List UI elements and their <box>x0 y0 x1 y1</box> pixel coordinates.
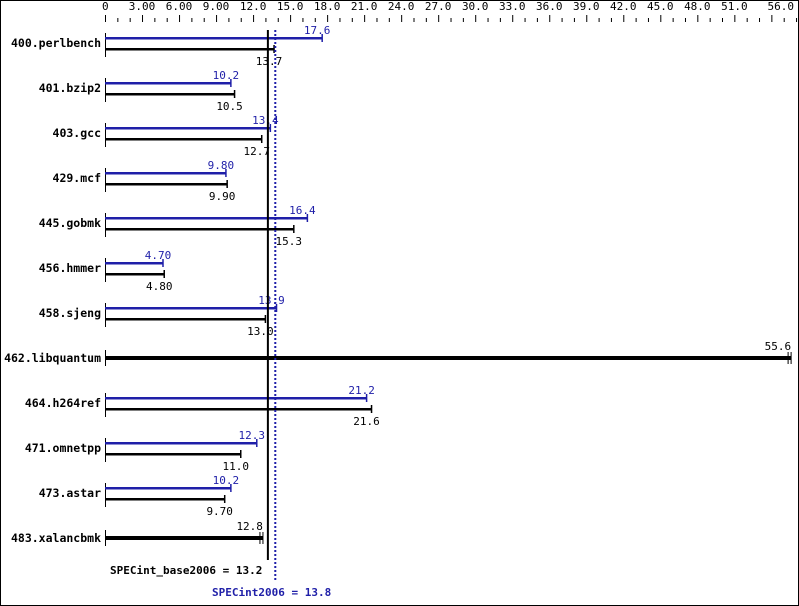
tick-label: 56.0 <box>768 0 795 13</box>
bar-peak <box>105 442 257 445</box>
category-label: 464.h264ref <box>25 396 101 410</box>
tick-label: 42.0 <box>610 0 637 13</box>
bar-base <box>105 318 266 321</box>
bar-base <box>105 93 235 96</box>
value-label: 4.70 <box>145 249 172 262</box>
category-label: 483.xalancbmk <box>11 531 101 545</box>
category-label: 429.mcf <box>53 171 102 185</box>
value-label: 13.9 <box>258 294 285 307</box>
peak-reference-label: SPECint2006 = 13.8 <box>212 586 331 599</box>
value-label: 11.0 <box>222 460 249 473</box>
bar-base <box>105 138 262 141</box>
bar-base <box>105 228 294 231</box>
bar-base <box>105 498 225 501</box>
category-label: 458.sjeng <box>39 306 101 320</box>
value-label: 9.80 <box>208 159 235 172</box>
value-label: 17.6 <box>304 24 331 37</box>
tick-label: 6.00 <box>166 0 193 13</box>
value-label: 10.2 <box>213 474 240 487</box>
bar-peak <box>105 262 163 265</box>
bar-peak <box>105 487 231 490</box>
value-label: 12.3 <box>239 429 266 442</box>
value-label: 16.4 <box>289 204 316 217</box>
bar-peak <box>105 172 226 175</box>
value-label: 13.7 <box>256 55 283 68</box>
bar-peak <box>105 217 308 220</box>
category-label: 401.bzip2 <box>39 81 101 95</box>
tick-label: 36.0 <box>536 0 563 13</box>
value-label: 13.0 <box>247 325 274 338</box>
value-label: 9.70 <box>206 505 233 518</box>
category-label: 456.hmmer <box>39 261 101 275</box>
tick-label: 39.0 <box>573 0 600 13</box>
value-label: 55.6 <box>765 340 792 353</box>
tick-label: 0 <box>102 0 109 13</box>
tick-label: 3.00 <box>129 0 156 13</box>
category-label: 400.perlbench <box>11 36 101 50</box>
tick-label: 9.00 <box>203 0 230 13</box>
tick-label: 51.0 <box>721 0 748 13</box>
value-label: 21.2 <box>348 384 375 397</box>
tick-label: 15.0 <box>277 0 304 13</box>
tick-label: 48.0 <box>684 0 711 13</box>
value-label: 4.80 <box>146 280 173 293</box>
bar-peak <box>105 307 277 310</box>
category-label: 403.gcc <box>53 126 101 140</box>
category-label: 473.astar <box>39 486 101 500</box>
tick-label: 18.0 <box>314 0 341 13</box>
bar-base <box>105 408 372 411</box>
value-label: 15.3 <box>276 235 303 248</box>
value-label: 10.5 <box>216 100 243 113</box>
bar-peak <box>105 127 271 130</box>
tick-label: 24.0 <box>388 0 415 13</box>
value-label: 9.90 <box>209 190 236 203</box>
bar-base <box>105 356 792 360</box>
value-label: 21.6 <box>353 415 380 428</box>
tick-label: 27.0 <box>425 0 452 13</box>
base-reference-label: SPECint_base2006 = 13.2 <box>110 564 262 577</box>
value-label: 12.8 <box>236 520 263 533</box>
tick-label: 30.0 <box>462 0 489 13</box>
tick-label: 21.0 <box>351 0 378 13</box>
category-label: 445.gobmk <box>39 216 101 230</box>
tick-label: 12.0 <box>240 0 267 13</box>
bar-base <box>105 453 241 456</box>
value-label: 12.7 <box>243 145 270 158</box>
bar-base <box>105 48 275 51</box>
bar-peak <box>105 37 323 40</box>
category-label: 471.omnetpp <box>25 441 101 455</box>
value-label: 13.4 <box>252 114 279 127</box>
value-label: 10.2 <box>213 69 240 82</box>
bar-base <box>105 536 263 540</box>
category-label: 462.libquantum <box>4 351 101 365</box>
bar-peak <box>105 82 231 85</box>
tick-label: 45.0 <box>647 0 674 13</box>
bar-peak <box>105 397 367 400</box>
tick-label: 33.0 <box>499 0 526 13</box>
bar-base <box>105 183 228 186</box>
bar-base <box>105 273 165 276</box>
